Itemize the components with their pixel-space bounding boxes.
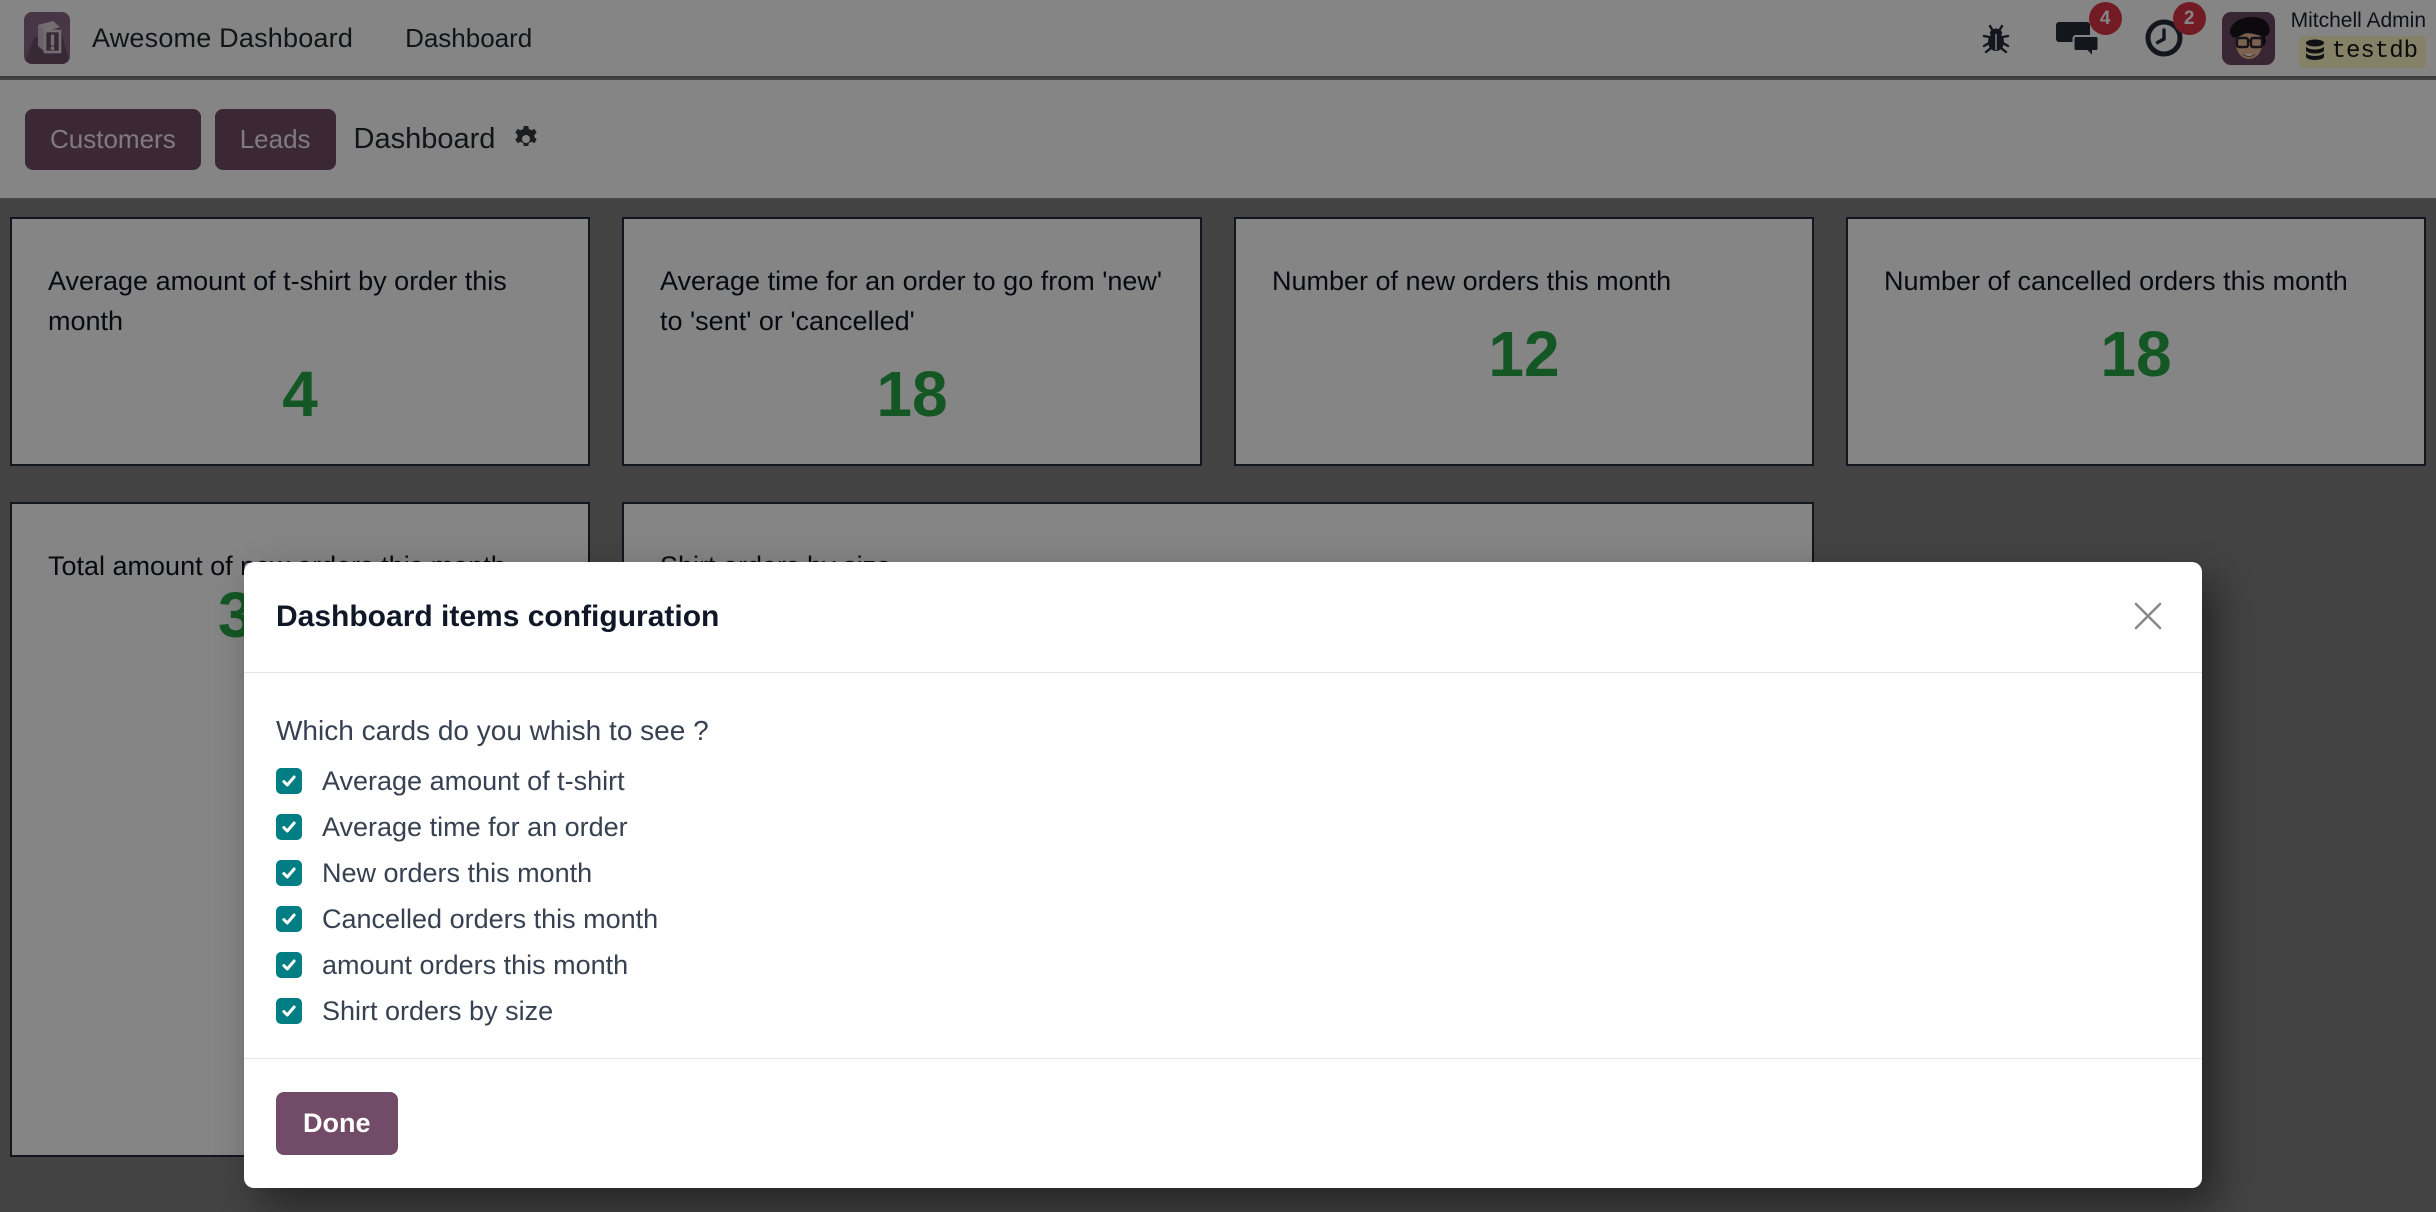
customers-button[interactable]: Customers [25,108,201,170]
config-item-average-amount[interactable]: Average amount of t-shirt [276,765,2170,796]
modal-footer: Done [244,1058,2202,1188]
config-item-new-orders[interactable]: New orders this month [276,857,2170,888]
config-item-average-time[interactable]: Average time for an order [276,811,2170,842]
modal-question: Which cards do you whish to see ? [276,715,709,746]
dashboard-settings-gear-icon[interactable] [511,124,541,154]
breadcrumb-title: Dashboard [353,122,496,155]
user-menu[interactable]: Mitchell Admin testdb [2291,9,2426,68]
activities-count-badge: 2 [2172,2,2206,35]
card-value: 12 [1488,318,1560,390]
messages-menu-button[interactable]: 4 [2055,2,2122,58]
systray: 4 2 Mitchell Admin [1980,2,2426,68]
config-item-cancelled-orders[interactable]: Cancelled orders this month [276,903,2170,934]
checkbox-checked[interactable] [276,952,302,978]
card-average-amount: Average amount of t-shirt by order this … [10,217,590,466]
leads-button[interactable]: Leads [214,108,336,170]
control-panel: Customers Leads Dashboard [0,80,2436,198]
checkbox-checked[interactable] [276,998,302,1024]
database-pill: testdb [2298,35,2426,68]
card-value: 4 [282,358,318,430]
config-item-label[interactable]: Cancelled orders this month [322,903,659,934]
modal-close-button[interactable] [2128,596,2168,636]
nav-menu-dashboard[interactable]: Dashboard [405,22,533,53]
checkbox-checked[interactable] [276,814,302,840]
cube-icon [24,21,70,64]
user-avatar[interactable] [2221,11,2275,65]
user-name: Mitchell Admin [2290,8,2426,32]
config-item-label[interactable]: amount orders this month [322,949,629,980]
card-title: Average time for an order to go from 'ne… [660,266,1163,336]
database-name: testdb [2331,37,2418,65]
card-new-orders: Number of new orders this month 12 [1234,217,1814,466]
app-menu-icon[interactable] [24,12,70,64]
app-brand-title[interactable]: Awesome Dashboard [92,22,354,53]
card-value: 18 [2100,318,2172,390]
chat-bubbles-icon [2055,22,2100,58]
clock-icon [2145,19,2183,57]
config-item-shirt-orders[interactable]: Shirt orders by size [276,995,2170,1026]
config-item-label[interactable]: Average time for an order [322,811,628,842]
dashboard-config-modal: Dashboard items configuration Which card… [244,562,2202,1188]
config-item-label[interactable]: Shirt orders by size [322,995,554,1026]
close-icon [2134,602,2162,630]
checkbox-checked[interactable] [276,860,302,886]
bug-icon [1982,24,2009,54]
database-icon [2305,39,2324,60]
card-title: Number of cancelled orders this month [1884,266,2348,296]
top-navbar: Awesome Dashboard Dashboard 4 [0,0,2436,78]
modal-title: Dashboard items configuration [276,600,720,633]
checkbox-checked[interactable] [276,768,302,794]
config-item-label[interactable]: Average amount of t-shirt [322,765,625,796]
card-cancelled-orders: Number of cancelled orders this month 18 [1846,217,2426,466]
card-average-time: Average time for an order to go from 'ne… [622,217,1202,466]
debug-menu-button[interactable] [1980,22,2012,54]
checkbox-checked[interactable] [276,906,302,932]
config-item-label[interactable]: New orders this month [322,857,593,888]
config-item-amount-orders[interactable]: amount orders this month [276,949,2170,980]
modal-header: Dashboard items configuration [244,562,2202,673]
card-title: Average amount of t-shirt by order this … [48,266,507,336]
avatar-image [2221,11,2275,65]
messages-count-badge: 4 [2088,2,2122,35]
cards-row-1: Average amount of t-shirt by order this … [10,217,2426,466]
card-title: Number of new orders this month [1272,266,1672,296]
activities-menu-button[interactable]: 2 [2144,2,2206,58]
done-button[interactable]: Done [276,1092,398,1155]
modal-body: Which cards do you whish to see ? Averag… [244,673,2202,1026]
card-value: 18 [876,358,948,430]
